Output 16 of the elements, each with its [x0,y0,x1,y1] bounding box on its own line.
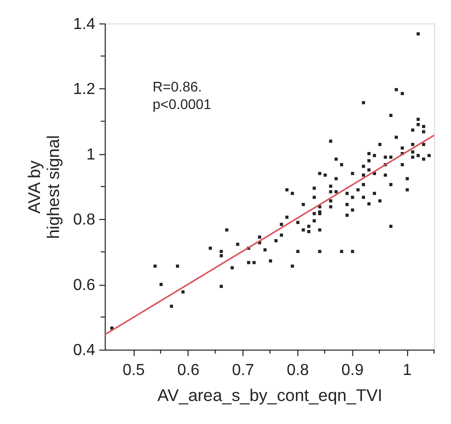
annotation: R=0.86. [152,78,202,94]
annotation: p<0.0001 [152,96,212,112]
x-tick-label: 0.8 [286,362,310,380]
y-tick-label: 0.4 [73,342,96,360]
y-tick-label: 1.2 [73,81,96,98]
x-tick-label: 0.9 [341,362,364,380]
y-tick-label: 0.8 [73,212,96,229]
x-tick-label: 0.5 [122,362,145,380]
x-tick-label: 0.6 [177,362,200,380]
x-axis-title: AV_area_s_by_cont_eqn_TVI [157,386,382,406]
y-axis-title: AVA by highest signal [25,135,64,239]
y-tick-label: 0.6 [73,276,96,294]
y-tick-label: 1.4 [73,16,96,33]
x-tick-label: 0.7 [232,362,254,380]
y-tick-label: 1 [86,146,96,164]
x-tick-label: 1 [402,362,412,380]
